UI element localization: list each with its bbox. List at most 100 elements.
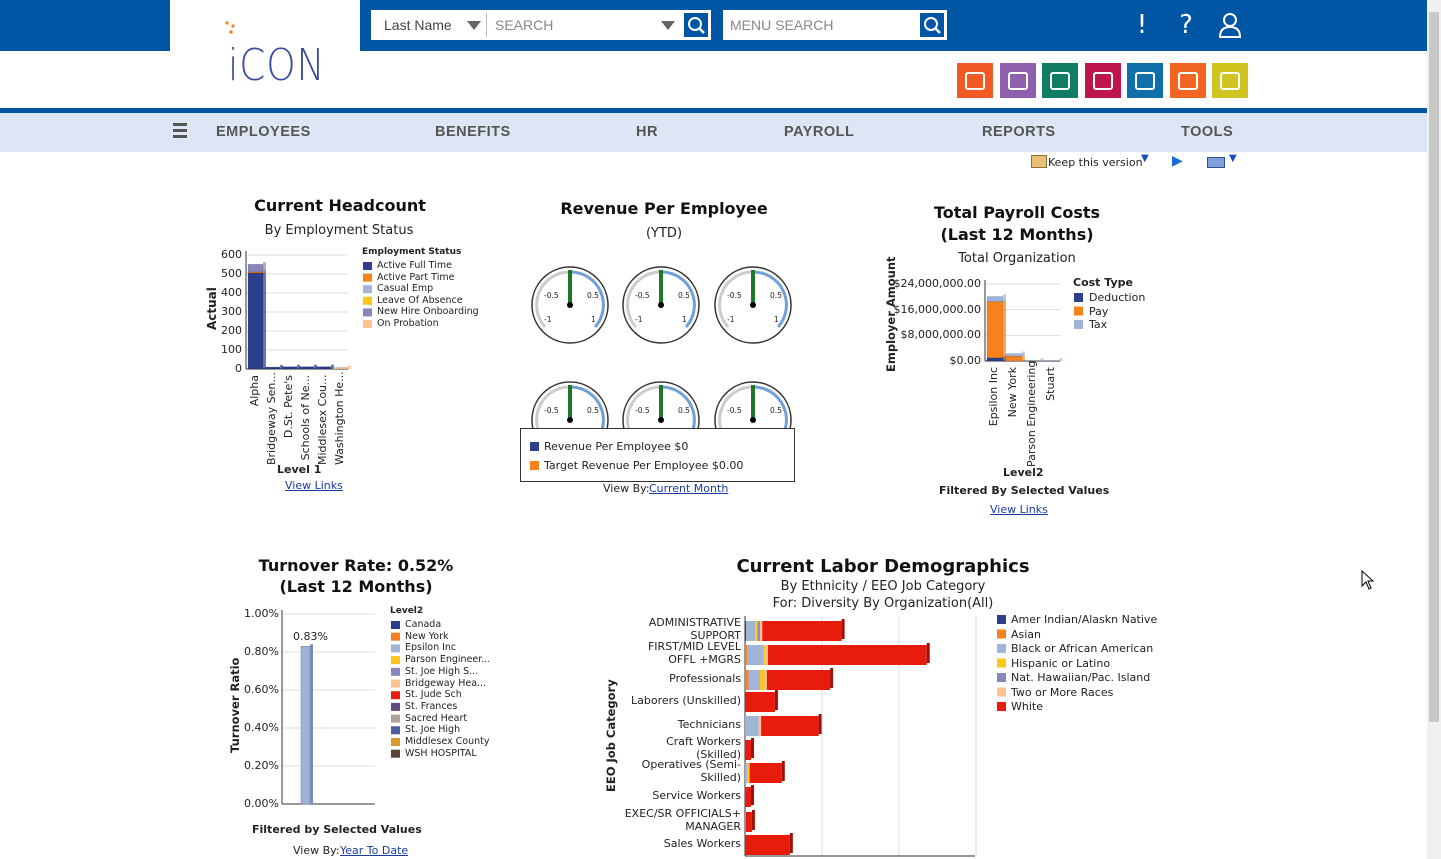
headcount-view-links[interactable]: View Links <box>285 479 343 492</box>
x-tick-label: Schools of Ne... <box>298 375 312 461</box>
y-tick-label: 0.20% <box>244 759 279 772</box>
legend-swatch <box>997 687 1006 697</box>
y-tick-label: 200 <box>221 324 242 337</box>
bar-segment <box>745 716 759 736</box>
bar-side <box>310 644 313 804</box>
bank-icon[interactable] <box>1212 63 1248 98</box>
legend-swatch <box>1074 320 1083 329</box>
revenue-legend <box>520 428 795 482</box>
bar-segment <box>757 621 760 641</box>
hamburger-menu-icon[interactable] <box>173 123 187 138</box>
layers-icon[interactable] <box>999 63 1036 98</box>
bar-side <box>314 364 317 369</box>
bar-side <box>280 365 283 369</box>
search-type-select[interactable]: Last Name <box>384 17 452 33</box>
y-tick-label: 0.80% <box>244 645 279 658</box>
legend-swatch <box>391 644 400 653</box>
help-icon[interactable]: ? <box>1179 10 1193 40</box>
y-tick-label: 1.00% <box>244 607 279 620</box>
nav-employees[interactable]: EMPLOYEES <box>216 124 311 140</box>
headcount-subtitle: By Employment Status <box>264 223 414 238</box>
labor-subtitle-filter: For: Diversity By Organization(All) <box>772 596 994 611</box>
html-export-icon[interactable] <box>1207 157 1225 168</box>
legend-swatch <box>391 749 400 758</box>
bar-side <box>1040 358 1044 361</box>
bar-segment <box>745 645 748 665</box>
bar-segment <box>1043 360 1060 362</box>
y-tick-label: Craft Workers (Skilled) <box>666 735 741 761</box>
export-dropdown-icon[interactable]: ▼ <box>1229 153 1237 164</box>
bar-segment <box>762 621 842 641</box>
bar <box>300 646 311 805</box>
bar-side <box>926 643 930 663</box>
revenue-legend-label: Target Revenue Per Employee $0.00 <box>544 459 744 472</box>
logo[interactable]: iCON <box>228 40 326 91</box>
edit-icon[interactable] <box>1042 63 1078 98</box>
bar-segment <box>764 670 767 690</box>
brain-gears-icon[interactable] <box>1127 63 1163 98</box>
nav-tools[interactable]: TOOLS <box>1181 124 1234 140</box>
magnifier-icon <box>924 17 941 34</box>
bar-side <box>750 785 754 805</box>
bar-segment <box>745 787 751 807</box>
people-icon[interactable] <box>957 63 993 98</box>
run-play-icon[interactable]: ▶ <box>1172 153 1183 169</box>
y-axis-title: Employer Amount <box>884 256 898 372</box>
nav-reports[interactable]: REPORTS <box>982 124 1056 140</box>
bar-side <box>818 714 822 734</box>
user-icon[interactable] <box>1216 10 1244 40</box>
gauge-label: -1 <box>544 315 552 324</box>
bar-side <box>774 690 778 710</box>
legend-swatch <box>530 461 539 470</box>
gauge-label: -0.5 <box>544 291 559 300</box>
legend-swatch <box>391 702 400 711</box>
x-tick-label: Washington He... <box>332 371 346 465</box>
legend-label: Tax <box>1089 318 1108 331</box>
payroll-subtitle: Total Organization <box>958 251 1076 266</box>
menu-search-button[interactable] <box>919 12 945 38</box>
y-tick-label: Technicians <box>677 718 741 731</box>
checklist-icon[interactable] <box>1084 63 1121 98</box>
swoosh-icon[interactable] <box>1169 63 1206 98</box>
main-nav <box>0 113 1427 152</box>
bar-side <box>781 761 785 781</box>
bar-side <box>841 619 845 639</box>
x-tick-label: Bridgeway Sen... <box>264 372 278 465</box>
bar-segment <box>746 621 756 641</box>
x-axis-title: Level2 <box>1003 466 1044 479</box>
payroll-view-links[interactable]: View Links <box>990 503 1048 516</box>
nav-hr[interactable]: HR <box>636 124 658 140</box>
search-type-dropdown-icon[interactable] <box>467 20 481 30</box>
search-dropdown-icon[interactable] <box>661 20 675 30</box>
bar-segment <box>745 621 747 641</box>
nav-benefits[interactable]: BENEFITS <box>435 124 511 140</box>
legend-title: Employment Status <box>362 247 462 257</box>
legend-swatch <box>391 656 400 665</box>
bar-side <box>297 364 300 369</box>
revenue-view-by-link[interactable]: Current Month <box>649 482 729 495</box>
bar-segment <box>281 366 298 370</box>
search-input[interactable]: SEARCH <box>495 17 554 33</box>
y-tick-label: ADMINISTRATIVE SUPPORT <box>648 616 741 642</box>
keep-version-dropdown-icon[interactable]: ▼ <box>1141 153 1149 164</box>
keep-version-button[interactable]: Keep this version <box>1048 156 1143 169</box>
header-divider <box>0 108 1427 113</box>
bar-segment <box>763 645 766 665</box>
scrollbar-thumb[interactable] <box>1429 12 1439 722</box>
y-tick-label: FIRST/MID LEVEL OFFL +MGRS <box>647 640 741 666</box>
revenue-gauge <box>531 266 609 344</box>
bar-segment <box>765 645 768 665</box>
search-button[interactable] <box>683 12 709 38</box>
bar-segment <box>745 787 746 807</box>
turnover-view-by-link[interactable]: Year To Date <box>340 844 409 857</box>
alert-icon[interactable]: ! <box>1136 10 1148 40</box>
turnover-filter-note: Filtered by Selected Values <box>252 823 422 836</box>
legend-label: Deduction <box>1089 291 1146 304</box>
revenue-subtitle: (YTD) <box>645 226 683 241</box>
legend-label: Pay <box>1089 304 1109 318</box>
menu-search-input[interactable]: MENU SEARCH <box>730 17 834 33</box>
nav-payroll[interactable]: PAYROLL <box>784 124 855 140</box>
bar-segment <box>749 763 782 783</box>
x-tick-label: Stuart <box>1043 367 1057 401</box>
legend-swatch <box>1074 306 1083 316</box>
